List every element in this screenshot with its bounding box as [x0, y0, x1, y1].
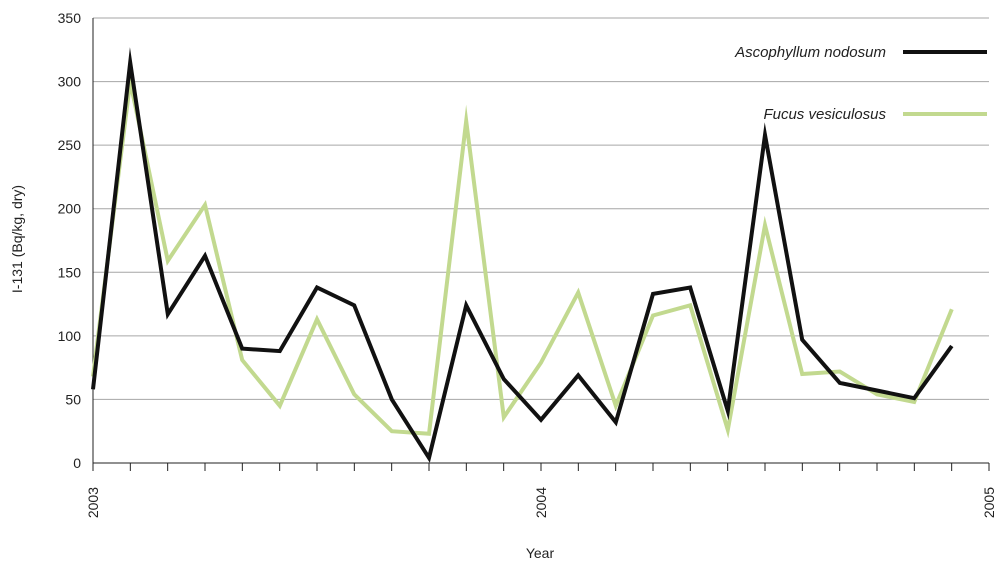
series-line-ascophyllum — [91, 47, 954, 463]
axes: 0 50 100 150 200 250 300 350 2003 2004 2005 — [58, 10, 995, 518]
legend: Ascophyllum nodosum Fucus vesiculosus — [734, 44, 987, 123]
gridlines — [93, 17, 989, 400]
series-lines — [91, 47, 954, 463]
y-tick-label: 150 — [58, 264, 82, 280]
y-tick-label: 50 — [65, 391, 81, 407]
x-tick-label: 2004 — [533, 487, 549, 518]
y-tick-label: 100 — [58, 328, 82, 344]
y-tick-label: 250 — [58, 137, 82, 153]
y-tick-label: 300 — [58, 74, 82, 90]
x-tick-label: 2005 — [981, 487, 995, 518]
series-line-fucus — [91, 69, 954, 439]
x-tick-label: 2003 — [85, 487, 101, 518]
y-tick-label: 350 — [58, 10, 82, 26]
legend-label: Fucus vesiculosus — [763, 106, 886, 123]
legend-label: Ascophyllum nodosum — [734, 44, 886, 61]
x-axis-title: Year — [526, 545, 555, 561]
y-tick-label: 0 — [73, 455, 81, 471]
y-axis-title: I-131 (Bq/kg, dry) — [9, 185, 25, 293]
y-tick-label: 200 — [58, 201, 82, 217]
